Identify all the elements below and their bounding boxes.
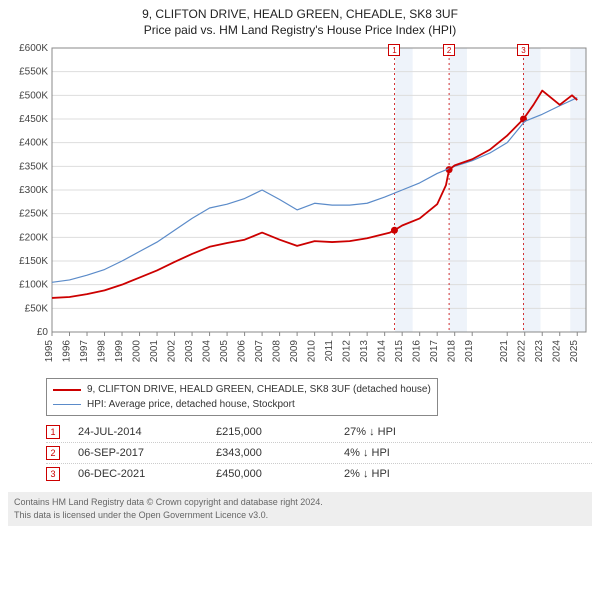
svg-text:2019: 2019 [464,340,475,363]
svg-text:£400K: £400K [19,138,48,149]
svg-text:2011: 2011 [324,340,335,362]
sale-marker-badge: 2 [443,44,455,56]
svg-text:2012: 2012 [342,340,353,363]
sale-date: 06-DEC-2021 [78,468,198,480]
svg-text:2024: 2024 [552,340,563,363]
svg-text:2021: 2021 [499,340,510,363]
svg-text:2010: 2010 [307,340,318,363]
legend-label: HPI: Average price, detached house, Stoc… [87,397,295,412]
legend: 9, CLIFTON DRIVE, HEALD GREEN, CHEADLE, … [46,378,438,416]
svg-text:£600K: £600K [19,43,48,54]
sales-table-row: 1 24-JUL-2014 £215,000 27% ↓ HPI [46,422,592,443]
svg-text:£200K: £200K [19,233,48,244]
chart-title-block: 9, CLIFTON DRIVE, HEALD GREEN, CHEADLE, … [0,0,600,38]
svg-text:2003: 2003 [184,340,195,363]
svg-text:£350K: £350K [19,162,48,173]
svg-text:1995: 1995 [44,340,55,363]
svg-text:2025: 2025 [569,340,580,363]
svg-text:2018: 2018 [447,340,458,363]
legend-swatch [53,389,81,391]
svg-text:2002: 2002 [167,340,178,363]
svg-text:1999: 1999 [114,340,125,363]
footer-line1: Contains HM Land Registry data © Crown c… [14,496,586,509]
footer-line2: This data is licensed under the Open Gov… [14,509,586,522]
sale-hpi-delta: 4% ↓ HPI [344,447,454,459]
svg-text:2006: 2006 [237,340,248,363]
svg-text:2023: 2023 [534,340,545,363]
legend-label: 9, CLIFTON DRIVE, HEALD GREEN, CHEADLE, … [87,382,431,397]
sales-table-row: 2 06-SEP-2017 £343,000 4% ↓ HPI [46,443,592,464]
sale-hpi-delta: 27% ↓ HPI [344,426,454,438]
svg-text:2000: 2000 [132,340,143,363]
sale-number-badge: 1 [46,425,60,439]
svg-text:2014: 2014 [377,340,388,363]
svg-text:1998: 1998 [97,340,108,363]
svg-text:2009: 2009 [289,340,300,363]
sales-table: 1 24-JUL-2014 £215,000 27% ↓ HPI 2 06-SEP-201… [46,422,592,484]
svg-text:£100K: £100K [19,280,48,291]
svg-text:£500K: £500K [19,91,48,102]
chart-container: £0 £50K £100K £150K £200K £250K £300K £350K £400… [8,42,592,372]
sale-date: 24-JUL-2014 [78,426,198,438]
svg-text:1997: 1997 [79,340,90,363]
svg-text:2017: 2017 [429,340,440,363]
legend-swatch [53,404,81,405]
svg-text:2015: 2015 [394,340,405,363]
svg-text:2008: 2008 [272,340,283,363]
price-chart: £0 £50K £100K £150K £200K £250K £300K £350K £400… [8,42,592,372]
sale-date: 06-SEP-2017 [78,447,198,459]
legend-item: 9, CLIFTON DRIVE, HEALD GREEN, CHEADLE, … [53,382,431,397]
svg-text:2022: 2022 [517,340,528,363]
title-line1: 9, CLIFTON DRIVE, HEALD GREEN, CHEADLE, … [0,6,600,22]
svg-text:1996: 1996 [62,340,73,363]
sale-number-badge: 3 [46,467,60,481]
svg-text:£0: £0 [37,327,49,338]
sale-number-badge: 2 [46,446,60,460]
svg-text:2005: 2005 [219,340,230,363]
svg-text:£50K: £50K [25,304,49,315]
svg-text:2016: 2016 [412,340,423,363]
svg-text:£550K: £550K [19,67,48,78]
svg-text:£300K: £300K [19,185,48,196]
svg-text:2007: 2007 [254,340,265,363]
sale-hpi-delta: 2% ↓ HPI [344,468,454,480]
svg-text:£250K: £250K [19,209,48,220]
svg-text:2004: 2004 [202,340,213,363]
sales-table-row: 3 06-DEC-2021 £450,000 2% ↓ HPI [46,464,592,484]
svg-text:£150K: £150K [19,256,48,267]
svg-text:2001: 2001 [149,340,160,363]
data-attribution-footer: Contains HM Land Registry data © Crown c… [8,492,592,525]
legend-item: HPI: Average price, detached house, Stoc… [53,397,431,412]
sale-marker-badge: 3 [517,44,529,56]
sale-marker-badge: 1 [388,44,400,56]
sale-price: £343,000 [216,447,326,459]
title-line2: Price paid vs. HM Land Registry's House … [0,22,600,38]
svg-text:2013: 2013 [359,340,370,363]
svg-text:£450K: £450K [19,114,48,125]
sale-price: £215,000 [216,426,326,438]
sale-price: £450,000 [216,468,326,480]
